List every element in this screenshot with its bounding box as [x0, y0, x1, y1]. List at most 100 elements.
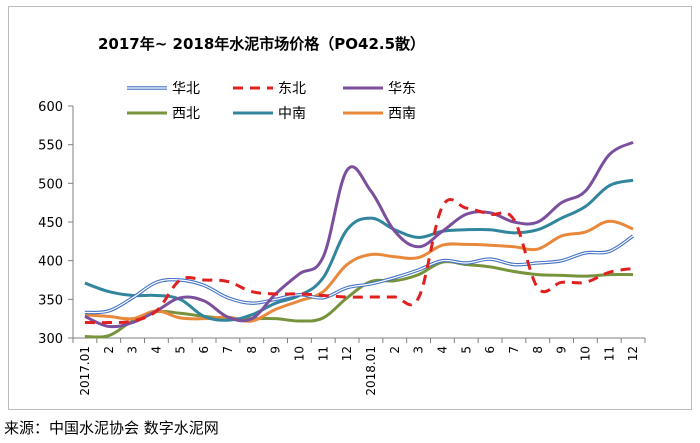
x-tick-label: 5	[173, 346, 187, 354]
x-tick-label: 2	[388, 346, 402, 354]
data-point	[561, 218, 562, 219]
data-point	[585, 232, 586, 233]
x-tick-label: 3	[412, 346, 426, 354]
data-point	[180, 297, 181, 298]
legend-label: 东北	[278, 81, 306, 97]
data-point	[394, 297, 395, 298]
series-line	[84, 260, 634, 339]
x-tick-label: 9	[269, 346, 283, 354]
data-point	[394, 231, 395, 232]
data-point	[251, 318, 252, 319]
data-point	[370, 283, 371, 284]
data-point	[108, 316, 109, 317]
data-point	[585, 276, 586, 277]
data-point	[442, 260, 443, 261]
data-point	[323, 317, 324, 318]
data-point	[537, 262, 538, 263]
data-point	[633, 180, 634, 181]
x-tick-label: 7	[221, 346, 235, 354]
data-point	[323, 277, 324, 278]
data-point	[418, 237, 419, 238]
data-point	[323, 291, 324, 292]
data-point	[466, 214, 467, 215]
x-tick-label: 6	[483, 346, 497, 354]
data-point	[585, 252, 586, 253]
chart-title: 2017年~ 2018年水泥市场价格（PO42.5散）	[98, 35, 425, 53]
data-point	[227, 317, 228, 318]
data-point	[227, 281, 228, 282]
x-tick-label: 11	[602, 346, 616, 361]
data-point	[180, 313, 181, 314]
x-tick-label: 12	[626, 346, 640, 361]
x-tick-label: 2	[102, 346, 116, 354]
data-point	[132, 320, 133, 321]
data-point	[275, 309, 276, 310]
axes: 300 350 400 450 500 550 600 2017.01 2 3 4 5 6 7 8 9 10 11…	[38, 100, 646, 396]
data-point	[466, 262, 467, 263]
data-point	[251, 291, 252, 292]
legend-label: 西北	[172, 106, 200, 122]
x-tick-label: 8	[245, 346, 259, 354]
data-point	[609, 272, 610, 273]
legend-item: 西北	[127, 106, 200, 122]
legend-item: 东北	[233, 81, 306, 97]
data-point	[204, 316, 205, 317]
y-tick-label: 500	[38, 177, 63, 192]
y-tick-label: 300	[38, 332, 63, 347]
data-point	[513, 271, 514, 272]
data-point	[370, 191, 371, 192]
data-point	[108, 322, 109, 323]
x-tick-label: 4	[149, 346, 163, 354]
data-point	[585, 191, 586, 192]
data-point	[609, 274, 610, 275]
data-point	[347, 287, 348, 288]
series-西北	[84, 260, 634, 339]
data-point	[370, 218, 371, 219]
series-layer	[84, 140, 635, 339]
data-point	[156, 282, 157, 283]
source-note: 来源：中国水泥协会 数字水泥网	[4, 419, 219, 437]
data-point	[609, 185, 610, 186]
data-point	[537, 249, 538, 250]
data-point	[251, 314, 252, 315]
data-point	[227, 297, 228, 298]
x-tick-label: 7	[507, 346, 521, 354]
x-tick-label: 4	[435, 346, 449, 354]
data-point	[84, 336, 85, 337]
data-point	[132, 297, 133, 298]
data-point	[323, 256, 324, 257]
data-point	[370, 281, 371, 282]
y-tick-label: 450	[38, 216, 63, 231]
data-point	[585, 282, 586, 283]
x-tick-label: 2017.01	[78, 346, 92, 396]
data-point	[251, 320, 252, 321]
data-point	[84, 316, 85, 317]
data-point	[394, 280, 395, 281]
data-point	[347, 264, 348, 265]
data-point	[490, 214, 491, 215]
x-tick-label: 3	[126, 346, 140, 354]
legend-label: 华东	[388, 81, 416, 97]
legend-label: 西南	[388, 106, 416, 122]
data-point	[442, 231, 443, 232]
data-point	[466, 208, 467, 209]
data-point	[370, 297, 371, 298]
data-point	[490, 229, 491, 230]
x-tick-label: 9	[555, 346, 569, 354]
data-point	[84, 322, 85, 323]
data-point	[251, 303, 252, 304]
data-point	[394, 256, 395, 257]
x-tick-label: 11	[316, 346, 330, 361]
data-point	[299, 320, 300, 321]
series-line	[84, 140, 634, 329]
data-point	[108, 291, 109, 292]
x-tick-label: 5	[459, 346, 473, 354]
data-point	[84, 314, 85, 315]
data-point	[466, 244, 467, 245]
x-tick-label: 6	[197, 346, 211, 354]
data-point	[513, 264, 514, 265]
data-point	[609, 154, 610, 155]
data-point	[418, 246, 419, 247]
